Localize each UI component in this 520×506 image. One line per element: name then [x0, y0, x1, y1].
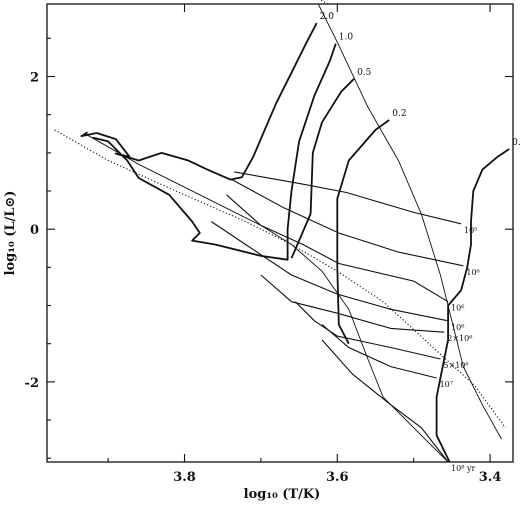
isochrone-label: 10⁵	[464, 226, 477, 235]
isochrone-line	[234, 171, 462, 225]
evolutionary-track	[336, 119, 390, 345]
isochrone-line	[231, 179, 464, 267]
isochrone-label: 10⁶	[451, 323, 464, 332]
evolutionary-track	[80, 22, 318, 181]
reference-curves	[54, 0, 506, 463]
isochrone-label: 5×10⁶	[443, 361, 468, 370]
reference-curve-dotted-upper	[319, 0, 329, 5]
isochrone-line	[321, 324, 437, 379]
isochrone-label: 10⁷	[440, 380, 453, 389]
isochrone-label: 10⁶	[451, 304, 464, 313]
x-tick-label: 3.8	[173, 470, 196, 485]
track-mass-label: 0.5	[357, 68, 372, 78]
track-mass-label: 2.0	[320, 12, 335, 22]
x-tick-label: 3.4	[479, 470, 502, 485]
evolutionary-tracks	[80, 22, 510, 463]
isochrone-label: 2×10⁶	[447, 334, 472, 343]
x-tick-label: 3.6	[326, 470, 349, 485]
isochrone-label: 10⁸ yr	[451, 464, 475, 473]
evolutionary-track	[92, 43, 337, 261]
curve-labels: 10⁵ 10⁶ 10⁶ 10⁶ 2×10⁶ 5×10⁶ 10⁷ 10⁸ yr 2.0 1.0 0.5…	[320, 12, 520, 473]
axis-ticks: 3.8 3.6 3.4 2 0 -2	[25, 4, 513, 485]
x-axis-title: log₁₀ (T/K)	[244, 487, 321, 502]
evolutionary-track	[290, 78, 355, 259]
isochrone-line	[260, 274, 445, 333]
track-mass-label: 0.2	[392, 109, 406, 119]
isochrone-line	[321, 339, 449, 463]
plot-frame	[46, 3, 514, 463]
isochrone-line	[226, 194, 449, 303]
track-mass-label: 1.0	[339, 33, 354, 43]
isochrones	[210, 171, 464, 463]
y-tick-label: -2	[25, 376, 39, 391]
reference-curve-dotted	[54, 129, 506, 429]
reference-curve-solid	[317, 3, 502, 440]
evolutionary-track	[435, 148, 510, 463]
isochrone-line	[294, 301, 441, 360]
y-tick-label: 2	[30, 71, 39, 86]
isochrone-label: 10⁶	[466, 268, 479, 277]
reference-curve-birthline	[84, 133, 449, 463]
y-axis-title: log₁₀ (L/L⊙)	[3, 191, 18, 276]
isochrone-line	[210, 221, 449, 322]
y-tick-label: 0	[30, 223, 39, 238]
track-mass-label: 0.1 M⊙	[512, 138, 520, 148]
